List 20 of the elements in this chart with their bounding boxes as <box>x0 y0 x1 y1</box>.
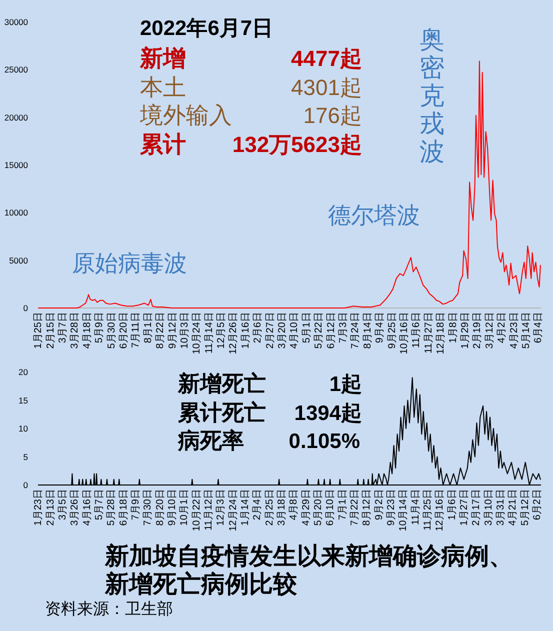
annotation: 0.105% <box>288 430 360 453</box>
annotation: 资料来源：卫生部 <box>45 601 173 618</box>
title: 新加坡自疫情发生以来新增确诊病例、新增死亡病例比较 <box>105 543 513 598</box>
annotation: 境外输入 <box>140 102 232 128</box>
annotation: 累计死亡 <box>178 400 266 425</box>
annotation: 176起 <box>303 103 362 128</box>
annotation: 新增死亡 <box>178 371 266 396</box>
annotation: 新增 <box>140 45 186 71</box>
annotation: 原始病毒波 <box>72 250 187 276</box>
annotation: 德尔塔波 <box>328 202 420 228</box>
annotation: 2022年6月7日 <box>140 17 274 40</box>
annotation: 4477起 <box>291 46 362 71</box>
annotation: 累计 <box>140 131 186 157</box>
annotation: 1394起 <box>294 402 362 425</box>
annotation: 4301起 <box>291 75 362 100</box>
annotation: 奥密克戎波 <box>420 26 444 166</box>
annotation: 1起 <box>329 373 362 396</box>
annotation: 本土 <box>140 74 186 100</box>
annotation: 132万5623起 <box>232 132 362 157</box>
annotation: 病死率 <box>178 428 244 453</box>
